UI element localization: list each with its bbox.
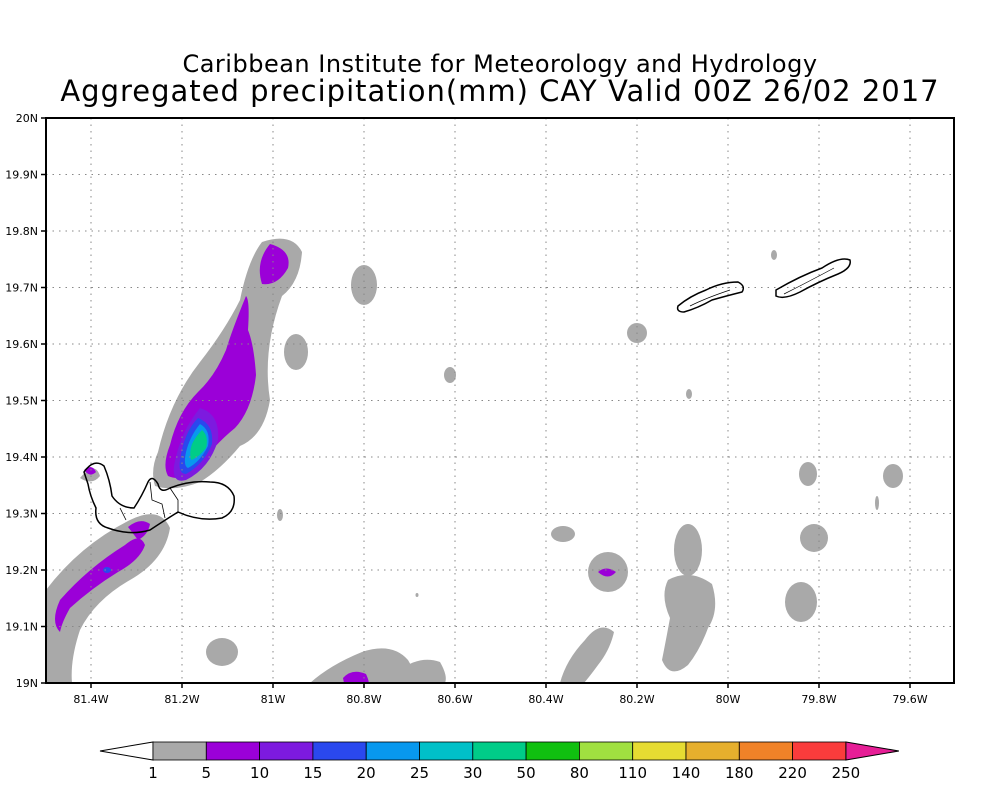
x-axis: 81.4W 81.2W 81W 80.8W 80.6W 80.4W 80.2W 80W 79.8… (73, 683, 928, 706)
x-tick-label: 81W (261, 693, 286, 706)
cayman-brac-inner (783, 267, 835, 295)
y-tick-label: 20N (16, 112, 38, 125)
y-tick-label: 19.2N (5, 564, 38, 577)
colorbar-label: 220 (778, 764, 807, 782)
colorbar-label: 50 (517, 764, 536, 782)
colorbar-label: 140 (672, 764, 701, 782)
little-cayman-island (676, 281, 745, 313)
y-tick-label: 19N (16, 677, 38, 690)
y-tick-label: 19.5N (5, 395, 38, 408)
y-tick-label: 19.3N (5, 508, 38, 521)
island-outlines (83, 258, 851, 534)
precip-5-10mm (55, 244, 616, 683)
colorbar-right-arrow (845, 741, 899, 761)
colorbar-swatch (632, 741, 687, 761)
colorbar-label: 25 (410, 764, 429, 782)
colorbar-left-arrow (99, 741, 154, 761)
y-tick-label: 19.9N (5, 169, 38, 182)
precip-10-20mm (103, 408, 219, 573)
colorbar-label: 5 (202, 764, 212, 782)
colorbar-swatch (579, 741, 634, 761)
colorbar-swatch (472, 741, 527, 761)
x-tick-label: 80.2W (619, 693, 654, 706)
cayman-brac-island (775, 258, 851, 299)
colorbar-label: 30 (463, 764, 482, 782)
map-title-line1: Caribbean Institute for Meteorology and … (182, 50, 818, 78)
map-title-line2: Aggregated precipitation(mm) CAY Valid 0… (60, 74, 940, 108)
colorbar-label: 110 (618, 764, 647, 782)
colorbar-swatch (738, 741, 793, 761)
colorbar-swatch (259, 741, 314, 761)
y-tick-label: 19.6N (5, 338, 38, 351)
colorbar-swatch (365, 741, 420, 761)
x-tick-label: 80.8W (346, 693, 381, 706)
x-tick-label: 79.8W (801, 693, 836, 706)
colorbar: 1 5 10 15 20 25 30 50 80 110 140 180 220 250 (99, 741, 899, 782)
colorbar-label: 20 (357, 764, 376, 782)
little-cayman-inner (689, 289, 731, 307)
colorbar-swatch (792, 741, 847, 761)
colorbar-label: 15 (303, 764, 322, 782)
x-tick-label: 80W (716, 693, 741, 706)
y-tick-label: 19.1N (5, 621, 38, 634)
y-axis: 20N 19.9N 19.8N 19.7N 19.6N 19.5N 19.4N 19.3N 19… (5, 112, 46, 690)
colorbar-swatch (419, 741, 474, 761)
y-tick-label: 19.4N (5, 451, 38, 464)
y-tick-label: 19.8N (5, 225, 38, 238)
colorbar-label: 80 (570, 764, 589, 782)
x-tick-label: 81.2W (164, 693, 199, 706)
colorbar-swatch (152, 741, 207, 761)
y-tick-label: 19.7N (5, 282, 38, 295)
colorbar-swatch (525, 741, 580, 761)
x-tick-label: 80.6W (437, 693, 472, 706)
colorbar-swatch (685, 741, 740, 761)
x-tick-label: 80.4W (528, 693, 563, 706)
colorbar-label: 1 (148, 764, 158, 782)
colorbar-swatch (205, 741, 261, 761)
x-tick-label: 79.6W (892, 693, 927, 706)
colorbar-label: 10 (250, 764, 269, 782)
precipitation-field (46, 238, 903, 683)
colorbar-label: 250 (832, 764, 861, 782)
grand-cayman-island (83, 462, 235, 534)
x-tick-label: 81.4W (73, 693, 108, 706)
colorbar-label: 180 (725, 764, 754, 782)
colorbar-swatch (312, 741, 367, 761)
grand-cayman-district-line (119, 481, 179, 521)
